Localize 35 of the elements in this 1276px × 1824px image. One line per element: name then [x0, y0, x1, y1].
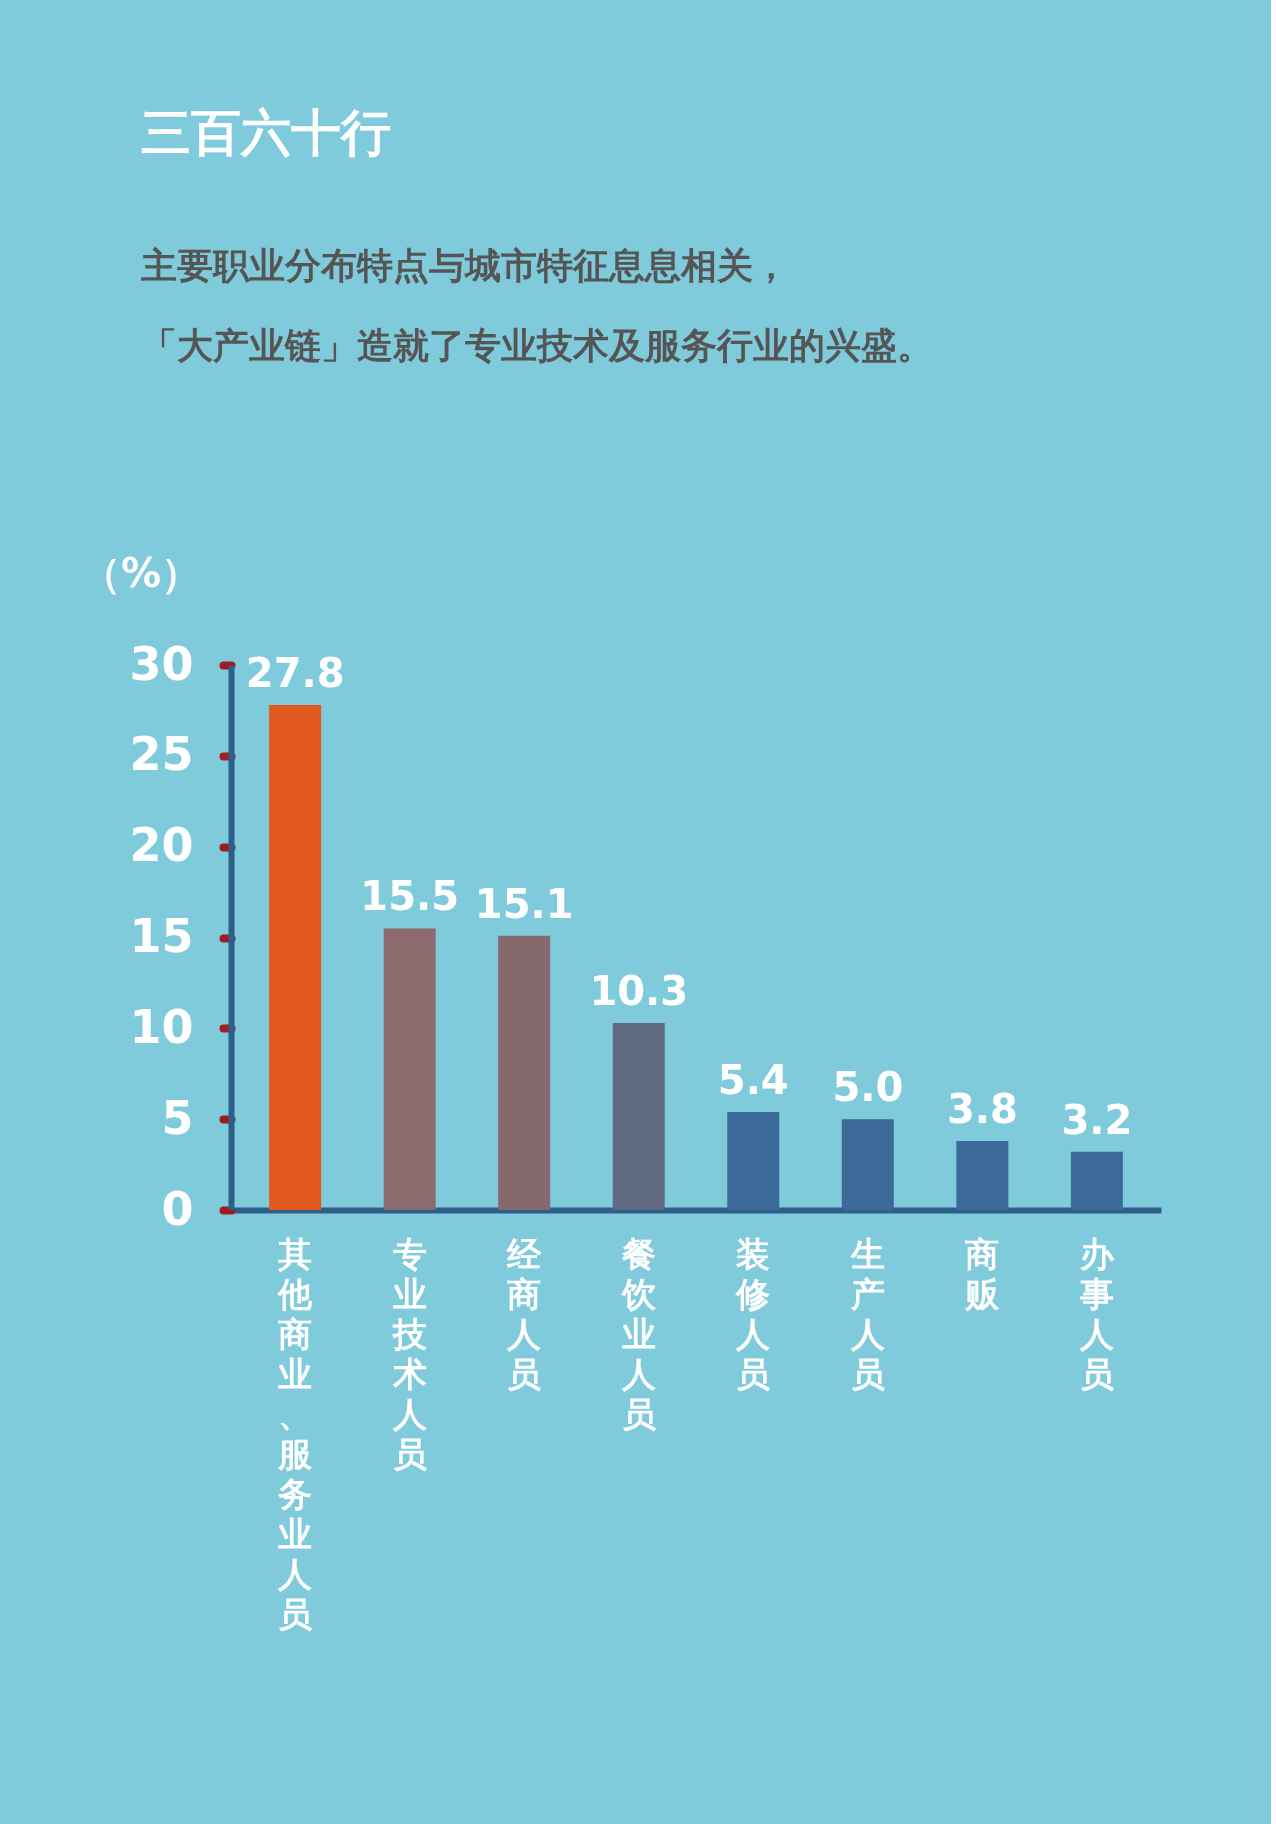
x-tick-label: 办事人员	[1078, 1233, 1115, 1394]
data-label: 10.3	[589, 967, 689, 1014]
bar	[269, 704, 322, 1210]
category-label: 其他商业、服务业人员	[278, 1233, 313, 1634]
data-label: 15.5	[360, 873, 460, 920]
chart-title: 三百六十行	[140, 104, 391, 162]
bar	[956, 1140, 1009, 1210]
x-tick-label: 生产人员	[849, 1233, 886, 1394]
text: 「大产业链」造就了专业技术及服务行业的兴盛。	[140, 325, 933, 366]
bar	[1070, 1151, 1123, 1210]
x-tick-label: 餐饮业人员	[619, 1233, 657, 1434]
y-tick-label: 5	[161, 1090, 194, 1145]
y-tick-label: 25	[129, 727, 194, 782]
x-tick-label: 装修人员	[735, 1233, 772, 1394]
y-axis-title: （%）	[80, 550, 201, 596]
data-label: 5.0	[832, 1064, 904, 1111]
y-tick-label: 30	[129, 636, 194, 691]
x-tick-label: 专业技术人员	[390, 1233, 428, 1474]
y-tick-label: 10	[129, 999, 194, 1054]
bar	[498, 935, 551, 1210]
data-label: 5.4	[717, 1056, 789, 1103]
bar	[383, 928, 436, 1210]
bar	[727, 1111, 780, 1210]
x-tick-label: 经商人员	[506, 1233, 543, 1394]
y-tick-label: 15	[129, 909, 194, 963]
data-label: 15.1	[474, 880, 574, 927]
chart-subtitle: 主要职业分布特点与城市特征息息相关，	[140, 245, 789, 286]
bar	[841, 1119, 894, 1210]
data-label: 3.8	[946, 1085, 1018, 1132]
data-label: 27.8	[245, 649, 345, 696]
y-tick-label: 20	[129, 818, 194, 873]
x-tick-label: 商贩	[964, 1233, 1001, 1314]
data-label: 3.2	[1061, 1096, 1133, 1143]
bar	[612, 1022, 665, 1210]
y-tick-label: 0	[161, 1181, 194, 1236]
